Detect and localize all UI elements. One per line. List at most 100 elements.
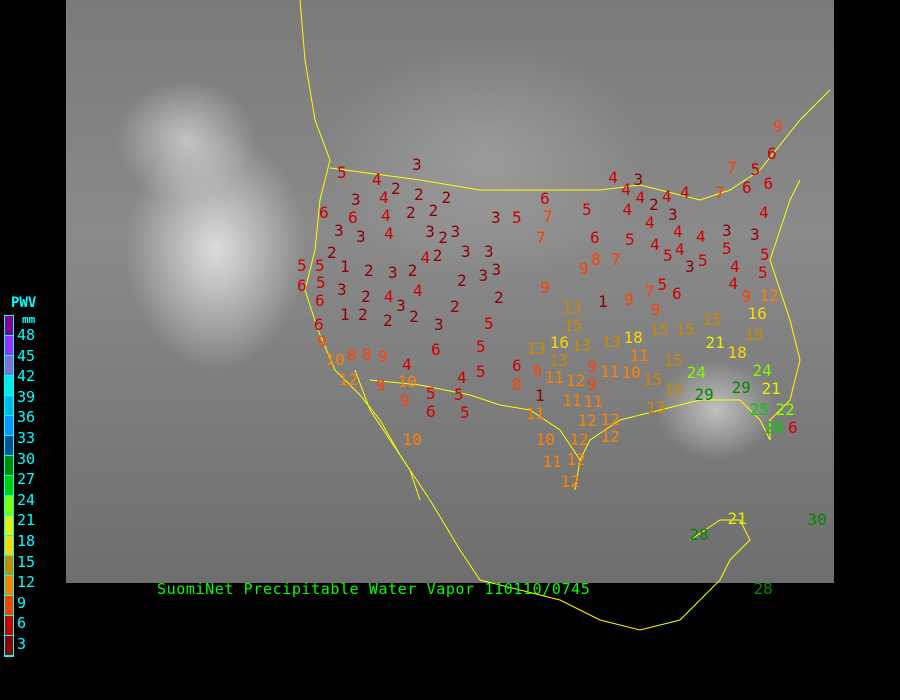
station-pwv-value: 2	[327, 242, 337, 262]
station-pwv-value: 6	[742, 178, 752, 197]
gulf-coastline	[579, 179, 801, 461]
legend-swatch	[5, 496, 13, 516]
legend-swatch	[5, 596, 13, 616]
station-pwv-value: 4	[457, 367, 467, 387]
station-pwv-value: 13	[571, 336, 592, 355]
station-pwv-value: 30	[807, 509, 827, 529]
station-pwv-value: 2	[361, 286, 371, 306]
station-pwv-value: 4	[622, 199, 633, 219]
station-pwv-value: 3	[425, 221, 435, 241]
station-pwv-value: 4	[680, 182, 690, 202]
station-pwv-value: 2	[383, 310, 393, 330]
station-pwv-value: 26	[764, 417, 784, 437]
legend-label: 42	[17, 367, 36, 386]
station-pwv-value: 15	[649, 319, 669, 339]
station-pwv-value: 5	[663, 245, 673, 265]
station-pwv-value: 9	[624, 289, 634, 309]
station-pwv-value: 2	[432, 245, 443, 265]
legend-label: 18	[17, 532, 36, 550]
station-pwv-value: 11	[583, 391, 603, 411]
legend-swatch	[5, 636, 13, 656]
station-pwv-value: 18	[623, 327, 643, 347]
station-pwv-value: 8	[362, 344, 372, 364]
station-pwv-value: 4	[402, 354, 412, 374]
station-pwv-value: 3	[668, 205, 678, 225]
legend-swatch	[5, 616, 13, 636]
us-canada-border	[329, 89, 831, 201]
station-pwv-value: 3	[491, 260, 502, 279]
station-pwv-value: 4	[621, 179, 631, 199]
station-pwv-value: 1	[340, 256, 350, 276]
station-pwv-value: 4	[635, 187, 646, 207]
station-pwv-value: 2	[457, 270, 467, 290]
station-pwv-value: 9	[651, 300, 661, 319]
station-pwv-value: 9	[317, 331, 327, 351]
legend-swatch	[5, 356, 13, 376]
station-pwv-value: 16	[747, 303, 767, 323]
station-pwv-value: 6	[319, 202, 329, 222]
station-pwv-value: 2	[494, 287, 504, 307]
legend-label: 48	[17, 326, 36, 344]
station-pwv-value: 6	[297, 275, 307, 295]
station-pwv-value: 2	[441, 187, 452, 207]
legend-swatch	[5, 336, 13, 356]
station-pwv-value: 11	[629, 345, 649, 365]
station-pwv-value: 9	[579, 258, 589, 278]
legend-swatch	[5, 556, 13, 576]
station-pwv-value: 4	[384, 223, 394, 243]
station-pwv-value: 2	[450, 296, 460, 316]
station-pwv-value: 4	[728, 273, 739, 293]
station-pwv-value: 1	[535, 386, 545, 405]
legend-label: 39	[17, 387, 36, 406]
baja-coastline	[354, 369, 421, 501]
station-pwv-value: 5	[698, 250, 708, 270]
station-pwv-value: 3	[491, 207, 501, 227]
legend-label: 33	[17, 429, 36, 447]
legend-swatch	[5, 376, 13, 396]
legend-label: 30	[17, 449, 36, 468]
station-pwv-value: 15	[702, 309, 722, 329]
station-pwv-value: 29	[694, 384, 714, 404]
station-pwv-value: 6	[314, 314, 324, 334]
station-pwv-value: 2	[391, 178, 401, 198]
station-pwv-value: 11	[562, 390, 582, 410]
station-pwv-value: 2	[358, 304, 368, 324]
station-pwv-value: 9	[540, 277, 550, 297]
station-pwv-value: 15	[744, 324, 764, 344]
station-pwv-value: 5	[484, 313, 494, 333]
station-pwv-value: 11	[544, 368, 564, 388]
station-pwv-value: 6	[431, 339, 441, 359]
station-pwv-value: 2	[414, 184, 424, 204]
station-pwv-value: 11	[525, 404, 545, 423]
station-pwv-value: 4	[696, 226, 706, 246]
station-pwv-value: 6	[767, 143, 777, 163]
station-pwv-value: 2	[364, 260, 374, 280]
station-pwv-value: 3	[478, 265, 489, 285]
station-pwv-value: 15	[664, 379, 684, 399]
station-pwv-value: 12	[577, 410, 597, 430]
station-pwv-value: 15	[563, 315, 583, 335]
station-pwv-value: 5	[337, 162, 347, 182]
station-pwv-value: 1	[340, 304, 350, 324]
station-pwv-value: 21	[727, 508, 747, 528]
station-pwv-value: 12	[338, 369, 358, 389]
legend-label: 27	[17, 470, 36, 489]
legend-label: 12	[17, 573, 36, 592]
legend-swatch	[5, 396, 13, 416]
station-pwv-value: 10	[397, 371, 417, 391]
station-pwv-value: 5	[315, 256, 325, 275]
station-pwv-value: 13	[646, 397, 666, 417]
station-pwv-value: 9	[400, 390, 410, 410]
station-pwv-value: 10	[621, 362, 641, 382]
legend-title: PWV	[11, 295, 37, 311]
station-pwv-value: 16	[549, 332, 570, 352]
station-pwv-value: 24	[686, 362, 706, 382]
station-pwv-value: 4	[730, 256, 740, 276]
station-pwv-value: 5	[760, 245, 770, 264]
station-pwv-value: 3	[461, 241, 471, 261]
station-pwv-value: 4	[381, 205, 391, 225]
station-pwv-value: 7	[536, 227, 546, 247]
station-pwv-value: 25	[749, 399, 769, 419]
station-pwv-value: 21	[705, 332, 725, 352]
station-pwv-value: 4	[420, 247, 431, 267]
